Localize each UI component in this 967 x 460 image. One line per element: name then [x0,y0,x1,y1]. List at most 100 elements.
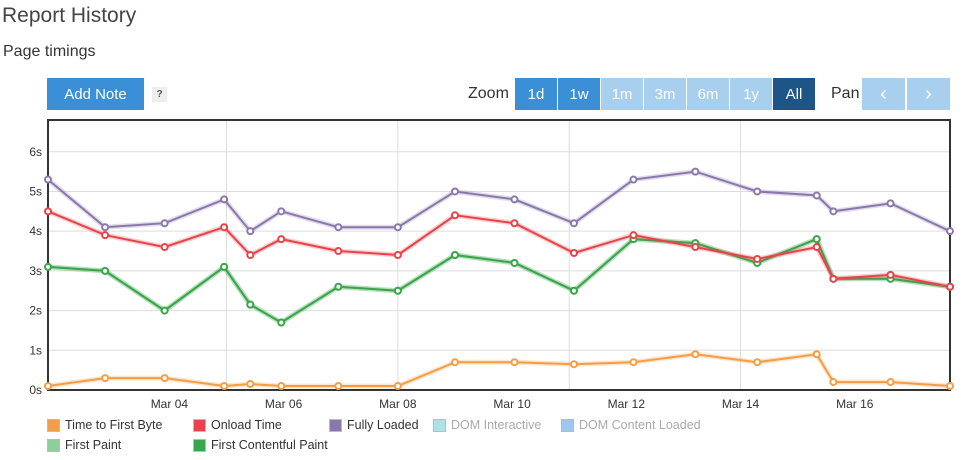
data-point [450,358,459,367]
data-point [629,231,638,240]
legend-label: Fully Loaded [347,418,419,432]
zoom-All-button[interactable]: All [773,78,815,110]
series-line-onload-time [47,210,951,288]
data-point [160,243,169,252]
y-tick-label: 5s [29,184,42,198]
data-point [691,350,700,359]
x-tick-label: Mar 04 [151,397,189,411]
chart-section-title: Page timings [3,43,96,60]
data-point [829,274,838,283]
data-point [334,247,343,256]
page-title: Report History [2,4,137,27]
data-point [691,243,700,252]
data-point [44,262,52,271]
data-point [812,243,821,252]
y-tick-label: 3s [29,264,42,278]
x-tick-label: Mar 08 [379,397,417,411]
legend-item[interactable]: DOM Content Loaded [561,418,701,432]
data-point [44,175,52,184]
data-point [101,266,110,275]
data-point [450,251,459,259]
legend-item[interactable]: First Paint [47,438,121,452]
data-point [450,187,459,196]
x-tick-label: Mar 06 [265,397,303,411]
data-point [160,374,169,383]
data-point [829,378,838,387]
pan-label: Pan [831,85,860,102]
legend-swatch [193,438,206,452]
data-point [569,249,578,258]
legend-label: Time to First Byte [65,418,163,432]
legend-label: DOM Content Loaded [579,418,701,432]
legend-label: Onload Time [211,418,282,432]
data-point [44,382,52,391]
y-tick-label: 2s [29,304,42,318]
add-note-button[interactable]: Add Note [47,78,144,110]
zoom-label: Zoom [468,85,509,102]
legend-label: DOM Interactive [451,418,542,432]
data-point [246,300,255,309]
legend-item[interactable]: First Contentful Paint [193,438,328,452]
y-tick-label: 6s [29,145,42,159]
data-point [393,286,402,295]
data-point [946,382,954,391]
data-point [691,167,700,176]
data-point [829,207,838,216]
data-point [160,219,169,228]
y-tick-label: 0s [29,383,42,397]
data-point [220,223,229,232]
data-point [220,262,229,271]
data-point [246,227,255,236]
data-point [753,187,762,196]
legend-swatch [561,418,574,432]
zoom-6m-button[interactable]: 6m [687,78,729,110]
x-tick-label: Mar 16 [836,397,874,411]
data-point [220,382,229,391]
legend-swatch [47,418,60,432]
pan-left-button[interactable]: ‹ [862,78,905,110]
zoom-3m-button[interactable]: 3m [644,78,686,110]
data-point [101,231,110,240]
legend-item[interactable]: Onload Time [193,418,282,432]
x-tick-label: Mar 12 [608,397,646,411]
data-point [220,195,229,204]
plot-frame [47,119,951,391]
data-point [510,219,519,228]
data-point [334,282,343,291]
data-point [510,358,519,367]
legend-swatch [193,418,206,432]
legend-label: First Paint [65,438,122,452]
legend-swatch [433,418,446,432]
legend-item[interactable]: DOM Interactive [433,418,541,432]
data-point [569,286,578,295]
zoom-1y-button[interactable]: 1y [730,78,772,110]
data-point [886,378,895,387]
zoom-1m-button[interactable]: 1m [601,78,643,110]
legend-item[interactable]: Fully Loaded [329,418,419,432]
data-point [393,223,402,232]
zoom-1w-button[interactable]: 1w [558,78,600,110]
data-point [886,270,895,279]
x-tick-label: Mar 14 [722,397,760,411]
legend-item[interactable]: Time to First Byte [47,418,162,432]
data-point [812,191,821,200]
data-point [946,227,954,236]
data-point [510,258,519,267]
zoom-buttons: 1d 1w 1m 3m 6m 1y All [515,78,816,110]
data-point [886,199,895,208]
help-icon[interactable]: ? [152,87,167,102]
data-point [753,358,762,367]
data-point [246,380,255,389]
data-point [101,374,110,383]
data-point [277,207,286,216]
data-point [812,235,821,244]
data-point [510,195,519,204]
data-point [277,235,286,244]
data-point [393,382,402,391]
legend-label: First Contentful Paint [211,438,328,452]
pan-right-button[interactable]: › [907,78,950,110]
data-point [277,382,286,391]
zoom-1d-button[interactable]: 1d [515,78,557,110]
data-point [393,251,402,259]
